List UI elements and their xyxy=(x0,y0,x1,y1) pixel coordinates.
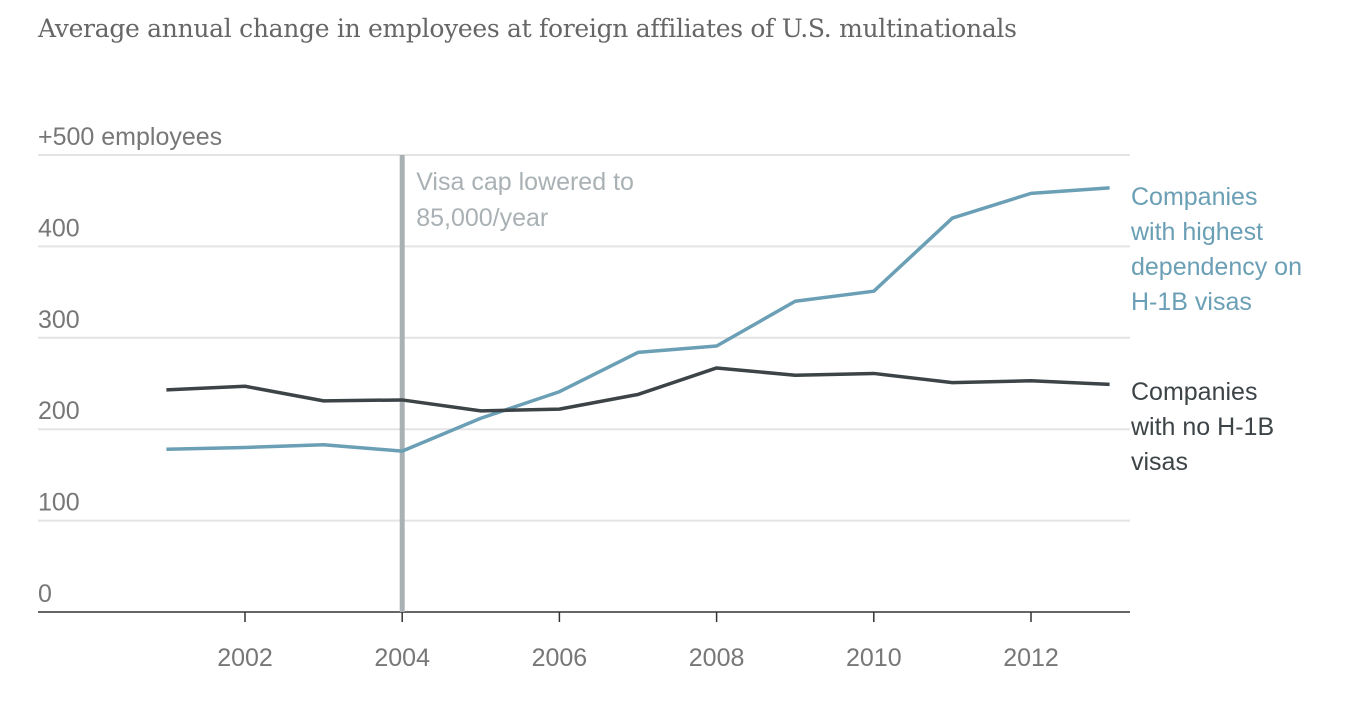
x-tick-label: 2010 xyxy=(846,644,902,672)
x-tick-label: 2004 xyxy=(374,644,430,672)
series-line xyxy=(166,366,1110,413)
y-tick-label: 0 xyxy=(38,580,52,608)
series-line xyxy=(166,186,1110,453)
series-label: with highest xyxy=(1130,218,1263,246)
y-tick-label: 100 xyxy=(38,489,80,517)
y-tick-label: 400 xyxy=(38,214,80,242)
y-tick-label: +500 employees xyxy=(38,123,222,151)
series-label: visas xyxy=(1131,448,1188,476)
y-tick-label: 200 xyxy=(38,397,80,425)
x-tick-label: 2012 xyxy=(1003,644,1059,672)
chart-title: Average annual change in employees at fo… xyxy=(38,14,1017,43)
series-label: H-1B visas xyxy=(1131,288,1252,316)
x-tick-label: 2006 xyxy=(532,644,588,672)
series-label: with no H-1B xyxy=(1130,413,1274,441)
annotation-text: Visa cap lowered to xyxy=(416,168,634,196)
series-label: Companies xyxy=(1131,183,1257,211)
series-label: Companies xyxy=(1131,378,1257,406)
x-tick-label: 2008 xyxy=(689,644,745,672)
series-label: dependency on xyxy=(1131,253,1302,281)
annotation-text: 85,000/year xyxy=(416,204,548,232)
x-tick-label: 2002 xyxy=(217,644,273,672)
y-tick-label: 300 xyxy=(38,306,80,334)
